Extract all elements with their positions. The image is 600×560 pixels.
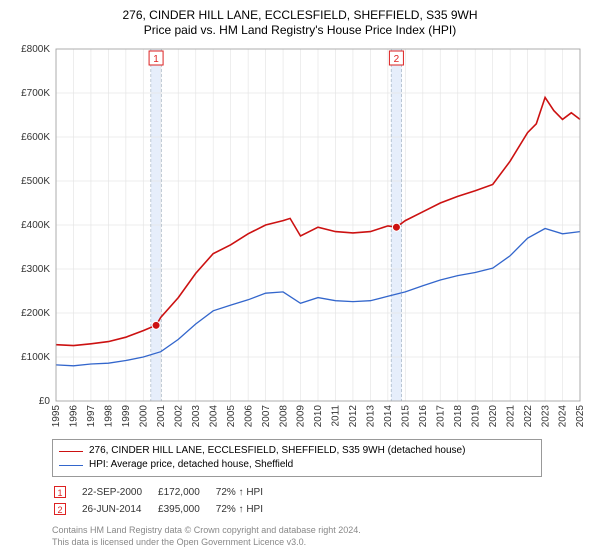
table-row: 1 22-SEP-2000 £172,000 72% ↑ HPI	[54, 485, 277, 500]
x-tick-label: 2000	[139, 405, 150, 428]
legend-label-hpi: HPI: Average price, detached house, Shef…	[89, 458, 293, 472]
legend-box: 276, CINDER HILL LANE, ECCLESFIELD, SHEF…	[52, 439, 542, 477]
sale-dot	[152, 321, 160, 329]
x-tick-label: 2015	[401, 405, 412, 428]
footer-line: Contains HM Land Registry data © Crown c…	[52, 525, 590, 537]
x-tick-label: 1995	[51, 405, 62, 428]
x-tick-label: 2005	[226, 405, 237, 428]
sale-dot	[392, 223, 400, 231]
sale-date: 22-SEP-2000	[82, 485, 156, 500]
x-tick-label: 2021	[505, 405, 516, 428]
chart-area: £0 £100K £200K £300K £400K £500K £600K £700K £80…	[10, 43, 588, 433]
x-tick-label: 2017	[435, 405, 446, 428]
legend-row: HPI: Average price, detached house, Shef…	[59, 458, 535, 472]
sales-table: 1 22-SEP-2000 £172,000 72% ↑ HPI 2 26-JU…	[52, 483, 279, 519]
x-tick-label: 2019	[470, 405, 481, 428]
band-label: 2	[394, 54, 400, 65]
y-tick-label: £300K	[21, 264, 50, 275]
x-tick-label: 2010	[313, 405, 324, 428]
sale-vs-hpi: 72% ↑ HPI	[216, 485, 277, 500]
x-tick-label: 2018	[453, 405, 464, 428]
x-tick-label: 2003	[191, 405, 202, 428]
y-tick-label: £800K	[21, 44, 50, 55]
x-tick-label: 2020	[488, 405, 499, 428]
sale-date: 26-JUN-2014	[82, 502, 156, 517]
x-tick-label: 2024	[558, 405, 569, 428]
x-tick-label: 2022	[523, 405, 534, 428]
y-tick-label: £200K	[21, 308, 50, 319]
sale-price: £395,000	[158, 502, 214, 517]
y-tick-label: £500K	[21, 176, 50, 187]
x-tick-label: 2009	[296, 405, 307, 428]
legend-swatch-property	[59, 451, 83, 452]
y-tick-label: £700K	[21, 88, 50, 99]
sale-price: £172,000	[158, 485, 214, 500]
x-tick-label: 2001	[156, 405, 167, 428]
x-tick-label: 2025	[575, 405, 586, 428]
x-tick-label: 2012	[348, 405, 359, 428]
x-tick-label: 1999	[121, 405, 132, 428]
sale-vs-hpi: 72% ↑ HPI	[216, 502, 277, 517]
x-tick-label: 2006	[243, 405, 254, 428]
chart-title: 276, CINDER HILL LANE, ECCLESFIELD, SHEF…	[10, 8, 590, 22]
x-tick-label: 2007	[261, 405, 272, 428]
x-tick-label: 1998	[104, 405, 115, 428]
x-tick-label: 2002	[173, 405, 184, 428]
x-tick-label: 2023	[540, 405, 551, 428]
x-tick-label: 1997	[86, 405, 97, 428]
x-tick-label: 2013	[366, 405, 377, 428]
sale-marker-badge: 1	[54, 486, 66, 498]
footer-line: This data is licensed under the Open Gov…	[52, 537, 590, 549]
x-tick-label: 2014	[383, 405, 394, 428]
sale-marker-badge: 2	[54, 503, 66, 515]
x-tick-label: 1996	[69, 405, 80, 428]
x-tick-label: 2004	[208, 405, 219, 428]
table-row: 2 26-JUN-2014 £395,000 72% ↑ HPI	[54, 502, 277, 517]
x-tick-label: 2011	[331, 405, 342, 427]
x-tick-label: 2016	[418, 405, 429, 428]
y-tick-label: £600K	[21, 132, 50, 143]
y-tick-label: £400K	[21, 220, 50, 231]
y-tick-label: £100K	[21, 352, 50, 363]
y-tick-label: £0	[39, 396, 51, 407]
legend-swatch-hpi	[59, 465, 83, 466]
legend-row: 276, CINDER HILL LANE, ECCLESFIELD, SHEF…	[59, 444, 535, 458]
legend-label-property: 276, CINDER HILL LANE, ECCLESFIELD, SHEF…	[89, 444, 465, 458]
x-tick-label: 2008	[278, 405, 289, 428]
footer-attribution: Contains HM Land Registry data © Crown c…	[52, 525, 590, 548]
band-label: 1	[153, 54, 159, 65]
chart-subtitle: Price paid vs. HM Land Registry's House …	[10, 23, 590, 37]
line-chart-svg: £0 £100K £200K £300K £400K £500K £600K £700K £80…	[10, 43, 588, 433]
